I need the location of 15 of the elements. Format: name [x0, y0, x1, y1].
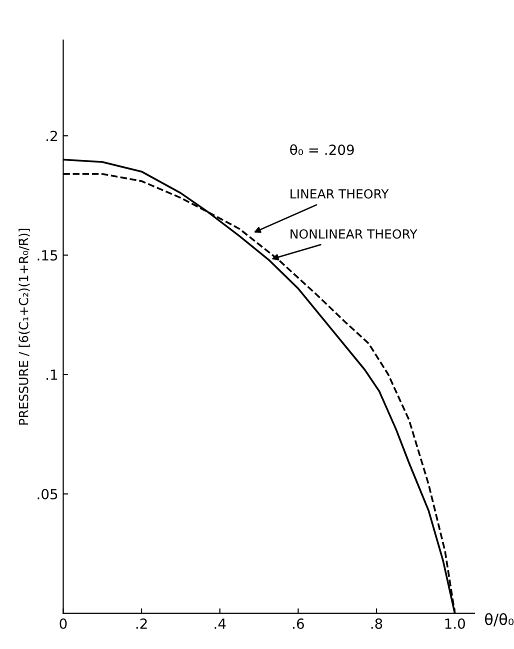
y-tick-label: .05	[38, 488, 58, 500]
x-tick-label: .2	[136, 618, 147, 629]
annotation: θ₀ = .209	[290, 144, 354, 156]
x-tick-label: .8	[371, 618, 382, 629]
y-tick-label: .1	[46, 370, 58, 380]
annotation: LINEAR THEORY	[290, 189, 389, 199]
x-tick-label: .6	[293, 618, 304, 629]
x-axis-title: θ/θ₀	[484, 613, 514, 626]
annotation: NONLINEAR THEORY	[290, 229, 418, 239]
y-tick-label: .2	[46, 130, 57, 142]
x-tick-label: .4	[214, 618, 226, 629]
y-axis-title: PRESSURE / [6(C₁+C₂)(1+R₀/R̄)]	[18, 228, 30, 425]
x-tick-label: 1.0	[445, 618, 465, 629]
x-tick-label: 0	[60, 618, 67, 629]
y-tick-label: .15	[38, 250, 58, 261]
